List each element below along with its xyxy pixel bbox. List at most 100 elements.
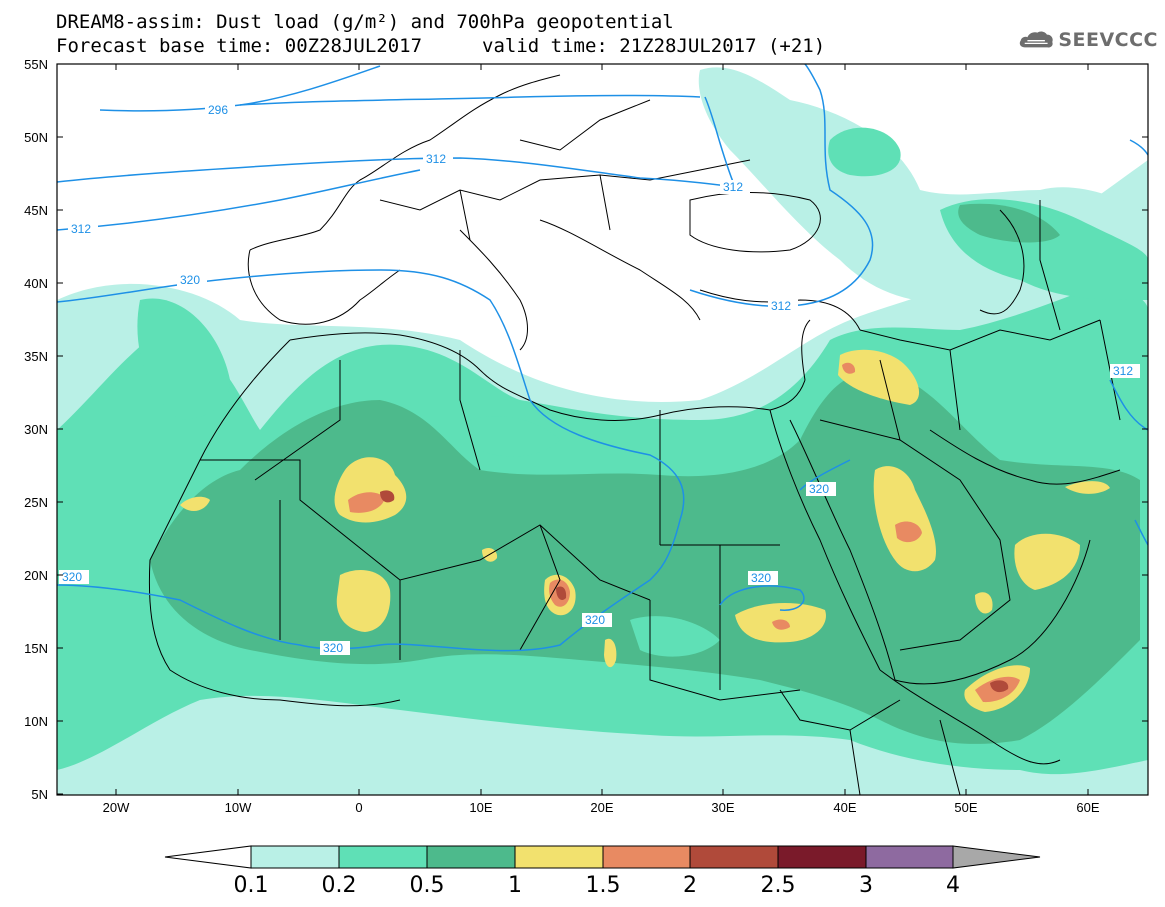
tick-marks xyxy=(57,63,1148,795)
colorbar-label: 2.5 xyxy=(760,873,796,898)
dust-band-2 xyxy=(990,680,1009,693)
dust-band-1.5 xyxy=(772,619,790,630)
colorbar-swatch xyxy=(865,845,954,869)
lon-label: 20E xyxy=(590,800,614,815)
lon-label: 0 xyxy=(355,800,363,815)
colorbar-swatch xyxy=(777,845,867,869)
colorbar-label: 4 xyxy=(946,873,960,898)
map-title: DREAM8-assim: Dust load (g/m²) and 700hP… xyxy=(56,11,674,33)
border-sudan xyxy=(649,545,801,701)
coastline-red-sea-east xyxy=(789,419,896,681)
lat-label: 5N xyxy=(31,787,48,802)
contour-312-west xyxy=(57,169,421,231)
coastline-iberia xyxy=(247,249,401,325)
lat-label: 40N xyxy=(24,276,48,291)
coastlines xyxy=(148,74,1121,795)
colorbar-label: 0.1 xyxy=(233,873,269,898)
dust-band-1 xyxy=(1014,533,1080,590)
coastline-italy xyxy=(459,229,528,351)
contour-label: 320 xyxy=(751,571,771,585)
contour-312-east xyxy=(1109,379,1148,431)
lat-label: 10N xyxy=(24,714,48,729)
border-east-africa xyxy=(779,689,961,795)
colorbar-label: 1.5 xyxy=(585,873,621,898)
dust-band-0.2 xyxy=(630,616,720,657)
contour-label: 320 xyxy=(585,613,605,627)
dust-band-1.5 xyxy=(895,521,922,543)
border-middle-east xyxy=(859,200,1121,431)
colorbar-swatch xyxy=(602,845,691,869)
lon-label: 60E xyxy=(1076,800,1100,815)
dust-band-1 xyxy=(180,496,210,512)
border-europe xyxy=(379,99,751,241)
lat-label: 20N xyxy=(24,568,48,583)
contour-312-ne xyxy=(1129,139,1148,156)
dust-band-1.5 xyxy=(842,362,856,374)
colorbar-swatch xyxy=(426,845,516,869)
lon-label: 10W xyxy=(224,800,252,815)
dust-band-2 xyxy=(380,490,395,503)
contour-label: 296 xyxy=(208,103,228,117)
dust-band-0.2 xyxy=(137,298,230,420)
lon-label: 20W xyxy=(102,800,130,815)
contour-label: 312 xyxy=(426,152,446,166)
colorbar-label: 3 xyxy=(859,873,873,898)
colorbar-swatch xyxy=(338,845,428,869)
coastline-balkans xyxy=(539,219,701,321)
dust-band-0.5 xyxy=(150,370,1140,744)
cloud-icon xyxy=(1019,31,1053,48)
coastline-west-africa xyxy=(148,339,401,707)
dust-band-1 xyxy=(1065,481,1110,494)
colorbar-swatch xyxy=(689,845,779,869)
contour-label: 320 xyxy=(809,482,829,496)
colorbar-label: 1 xyxy=(508,873,522,898)
coastline-persian-gulf xyxy=(929,429,1121,485)
lat-label: 50N xyxy=(24,130,48,145)
dust-band-0.2 xyxy=(828,127,901,177)
border-algeria xyxy=(254,350,481,481)
lat-label: 35N xyxy=(24,349,48,364)
dust-band-1 xyxy=(873,466,936,572)
lon-label: 10E xyxy=(469,800,493,815)
dust-band-1 xyxy=(336,570,391,632)
colorbar-swatch xyxy=(250,845,340,869)
dust-band-1 xyxy=(975,592,993,614)
contour-label: 320 xyxy=(323,641,343,655)
colorbar-label: 2 xyxy=(683,873,697,898)
contour-320-east xyxy=(1134,519,1148,546)
contour-label: 312 xyxy=(771,299,791,313)
contour-labels: 296 312 312 320 312 312 320 320 320 320 … xyxy=(59,103,1140,655)
lon-label: 40E xyxy=(833,800,857,815)
seevccc-logo: SEEVCCC xyxy=(1018,22,1158,58)
contour-label: 312 xyxy=(1113,364,1133,378)
dust-band-1 xyxy=(604,638,617,668)
contour-label: 320 xyxy=(180,273,200,287)
lon-label: 50E xyxy=(954,800,978,815)
contour-label: 320 xyxy=(62,570,82,584)
dust-band-0.2 xyxy=(470,416,560,457)
logo-text: SEEVCCC xyxy=(1058,29,1158,51)
valid-time: valid time: 21Z28JUL2017 (+21) xyxy=(482,35,826,57)
contour-320 xyxy=(57,269,685,652)
coastline-north-africa xyxy=(289,332,806,421)
colorbar-overflow xyxy=(952,845,1041,869)
dust-band-1.5 xyxy=(348,492,385,513)
lat-label: 45N xyxy=(24,203,48,218)
coastline-arabia-south xyxy=(894,539,1091,685)
coastline-caspian xyxy=(979,209,1025,315)
coastline-horn-africa xyxy=(879,669,1061,765)
contour-label: 312 xyxy=(71,222,91,236)
coastline-turkey xyxy=(699,289,861,331)
dust-band-1 xyxy=(838,349,920,405)
dust-band-0.5 xyxy=(958,203,1060,243)
lat-label: 55N xyxy=(24,57,48,72)
coastline-levant xyxy=(801,319,811,381)
contour-320-sudan xyxy=(719,585,805,611)
colorbar-label: 0.2 xyxy=(321,873,357,898)
dust-band-2 xyxy=(556,586,567,600)
lat-label: 25N xyxy=(24,495,48,510)
lon-label: 30E xyxy=(711,800,735,815)
lat-label: 15N xyxy=(24,641,48,656)
colorbar xyxy=(164,845,1041,869)
